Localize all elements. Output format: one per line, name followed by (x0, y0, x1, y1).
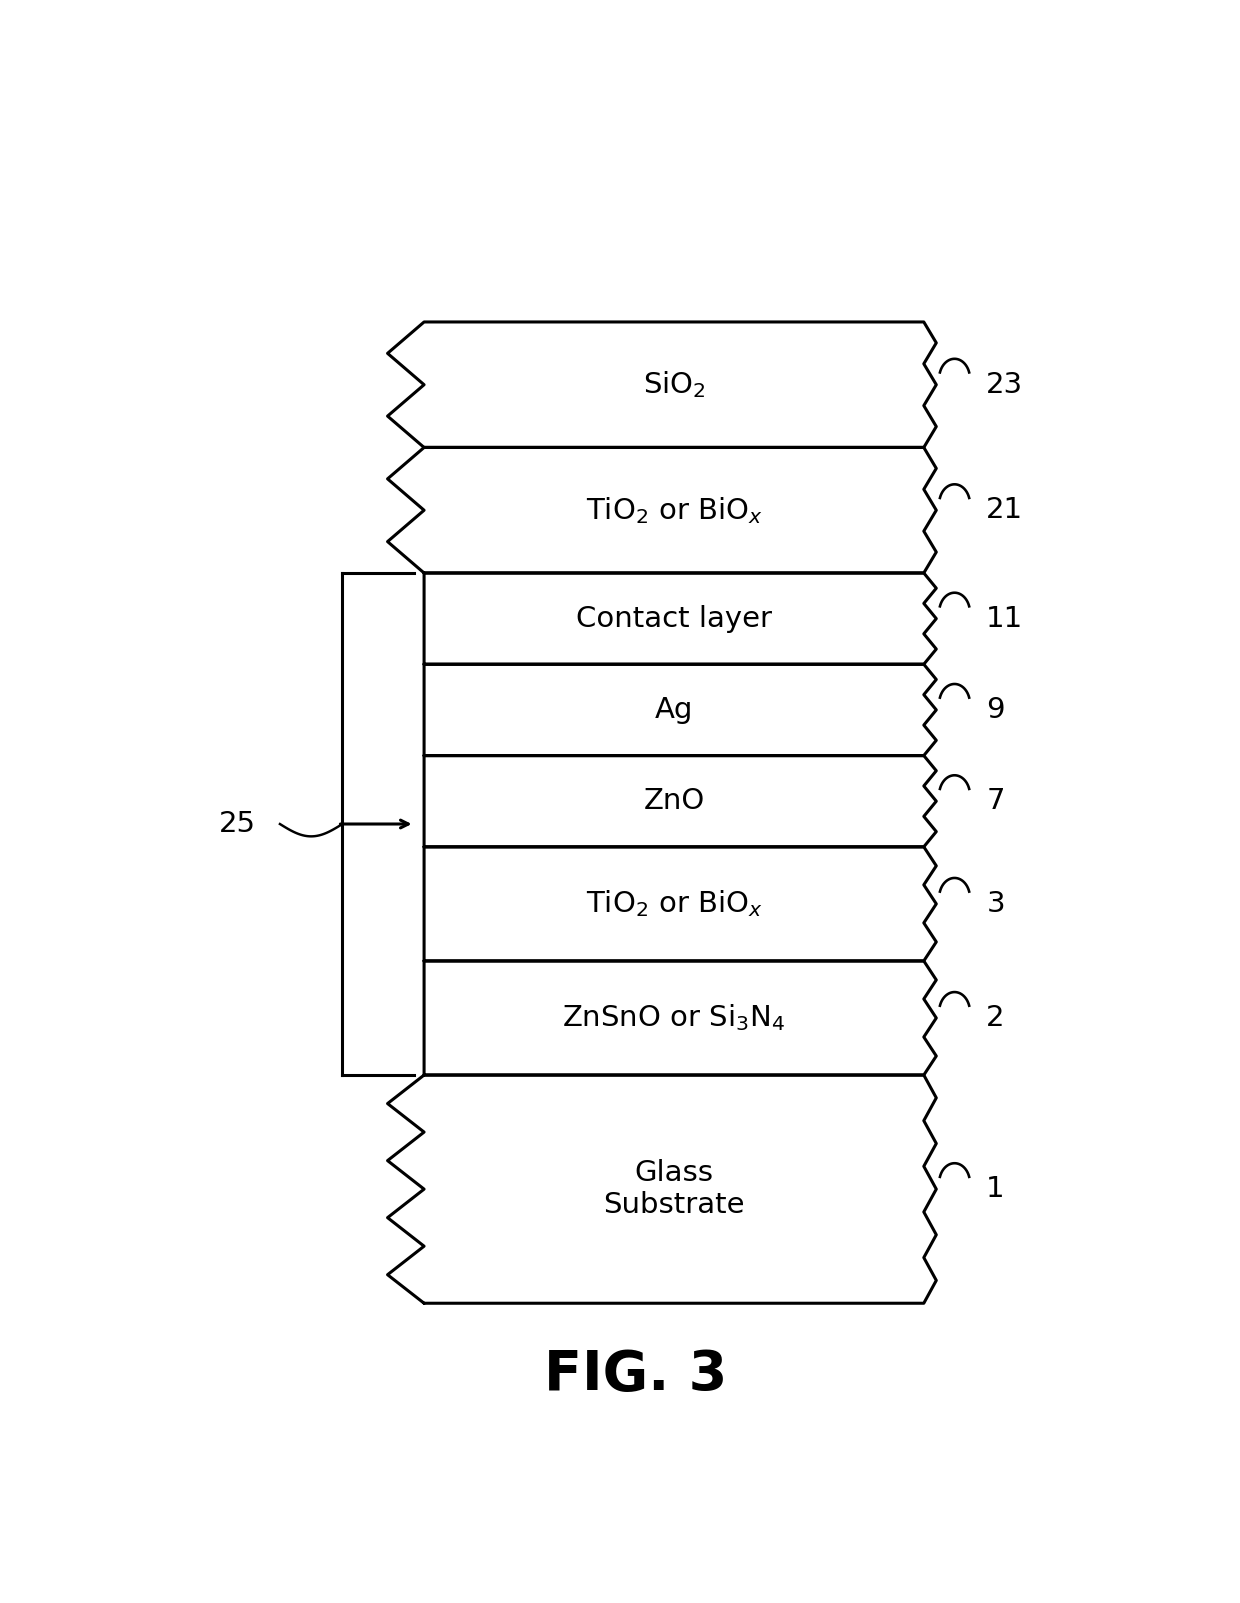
Text: 25: 25 (219, 810, 255, 838)
Text: 23: 23 (986, 370, 1023, 399)
Polygon shape (388, 447, 936, 572)
Polygon shape (424, 664, 936, 755)
Text: 11: 11 (986, 604, 1023, 633)
Polygon shape (424, 572, 936, 664)
Text: 3: 3 (986, 890, 1004, 919)
Text: FIG. 3: FIG. 3 (544, 1348, 727, 1403)
Text: 2: 2 (986, 1003, 1004, 1032)
Text: 9: 9 (986, 696, 1004, 725)
Text: Ag: Ag (655, 696, 693, 725)
Polygon shape (424, 755, 936, 846)
Polygon shape (424, 846, 936, 960)
Polygon shape (388, 322, 936, 447)
Polygon shape (388, 1076, 936, 1303)
Text: 1: 1 (986, 1175, 1004, 1204)
Text: SiO$_2$: SiO$_2$ (642, 369, 706, 401)
Text: ZnSnO or Si$_3$N$_4$: ZnSnO or Si$_3$N$_4$ (563, 1002, 785, 1034)
Text: TiO$_2$ or BiO$_x$: TiO$_2$ or BiO$_x$ (585, 495, 763, 526)
Text: 21: 21 (986, 497, 1023, 524)
Text: 7: 7 (986, 787, 1004, 816)
Text: Contact layer: Contact layer (575, 604, 773, 633)
Polygon shape (424, 960, 936, 1076)
Text: Glass
Substrate: Glass Substrate (603, 1159, 745, 1220)
Text: ZnO: ZnO (644, 787, 704, 816)
Text: TiO$_2$ or BiO$_x$: TiO$_2$ or BiO$_x$ (585, 888, 763, 919)
